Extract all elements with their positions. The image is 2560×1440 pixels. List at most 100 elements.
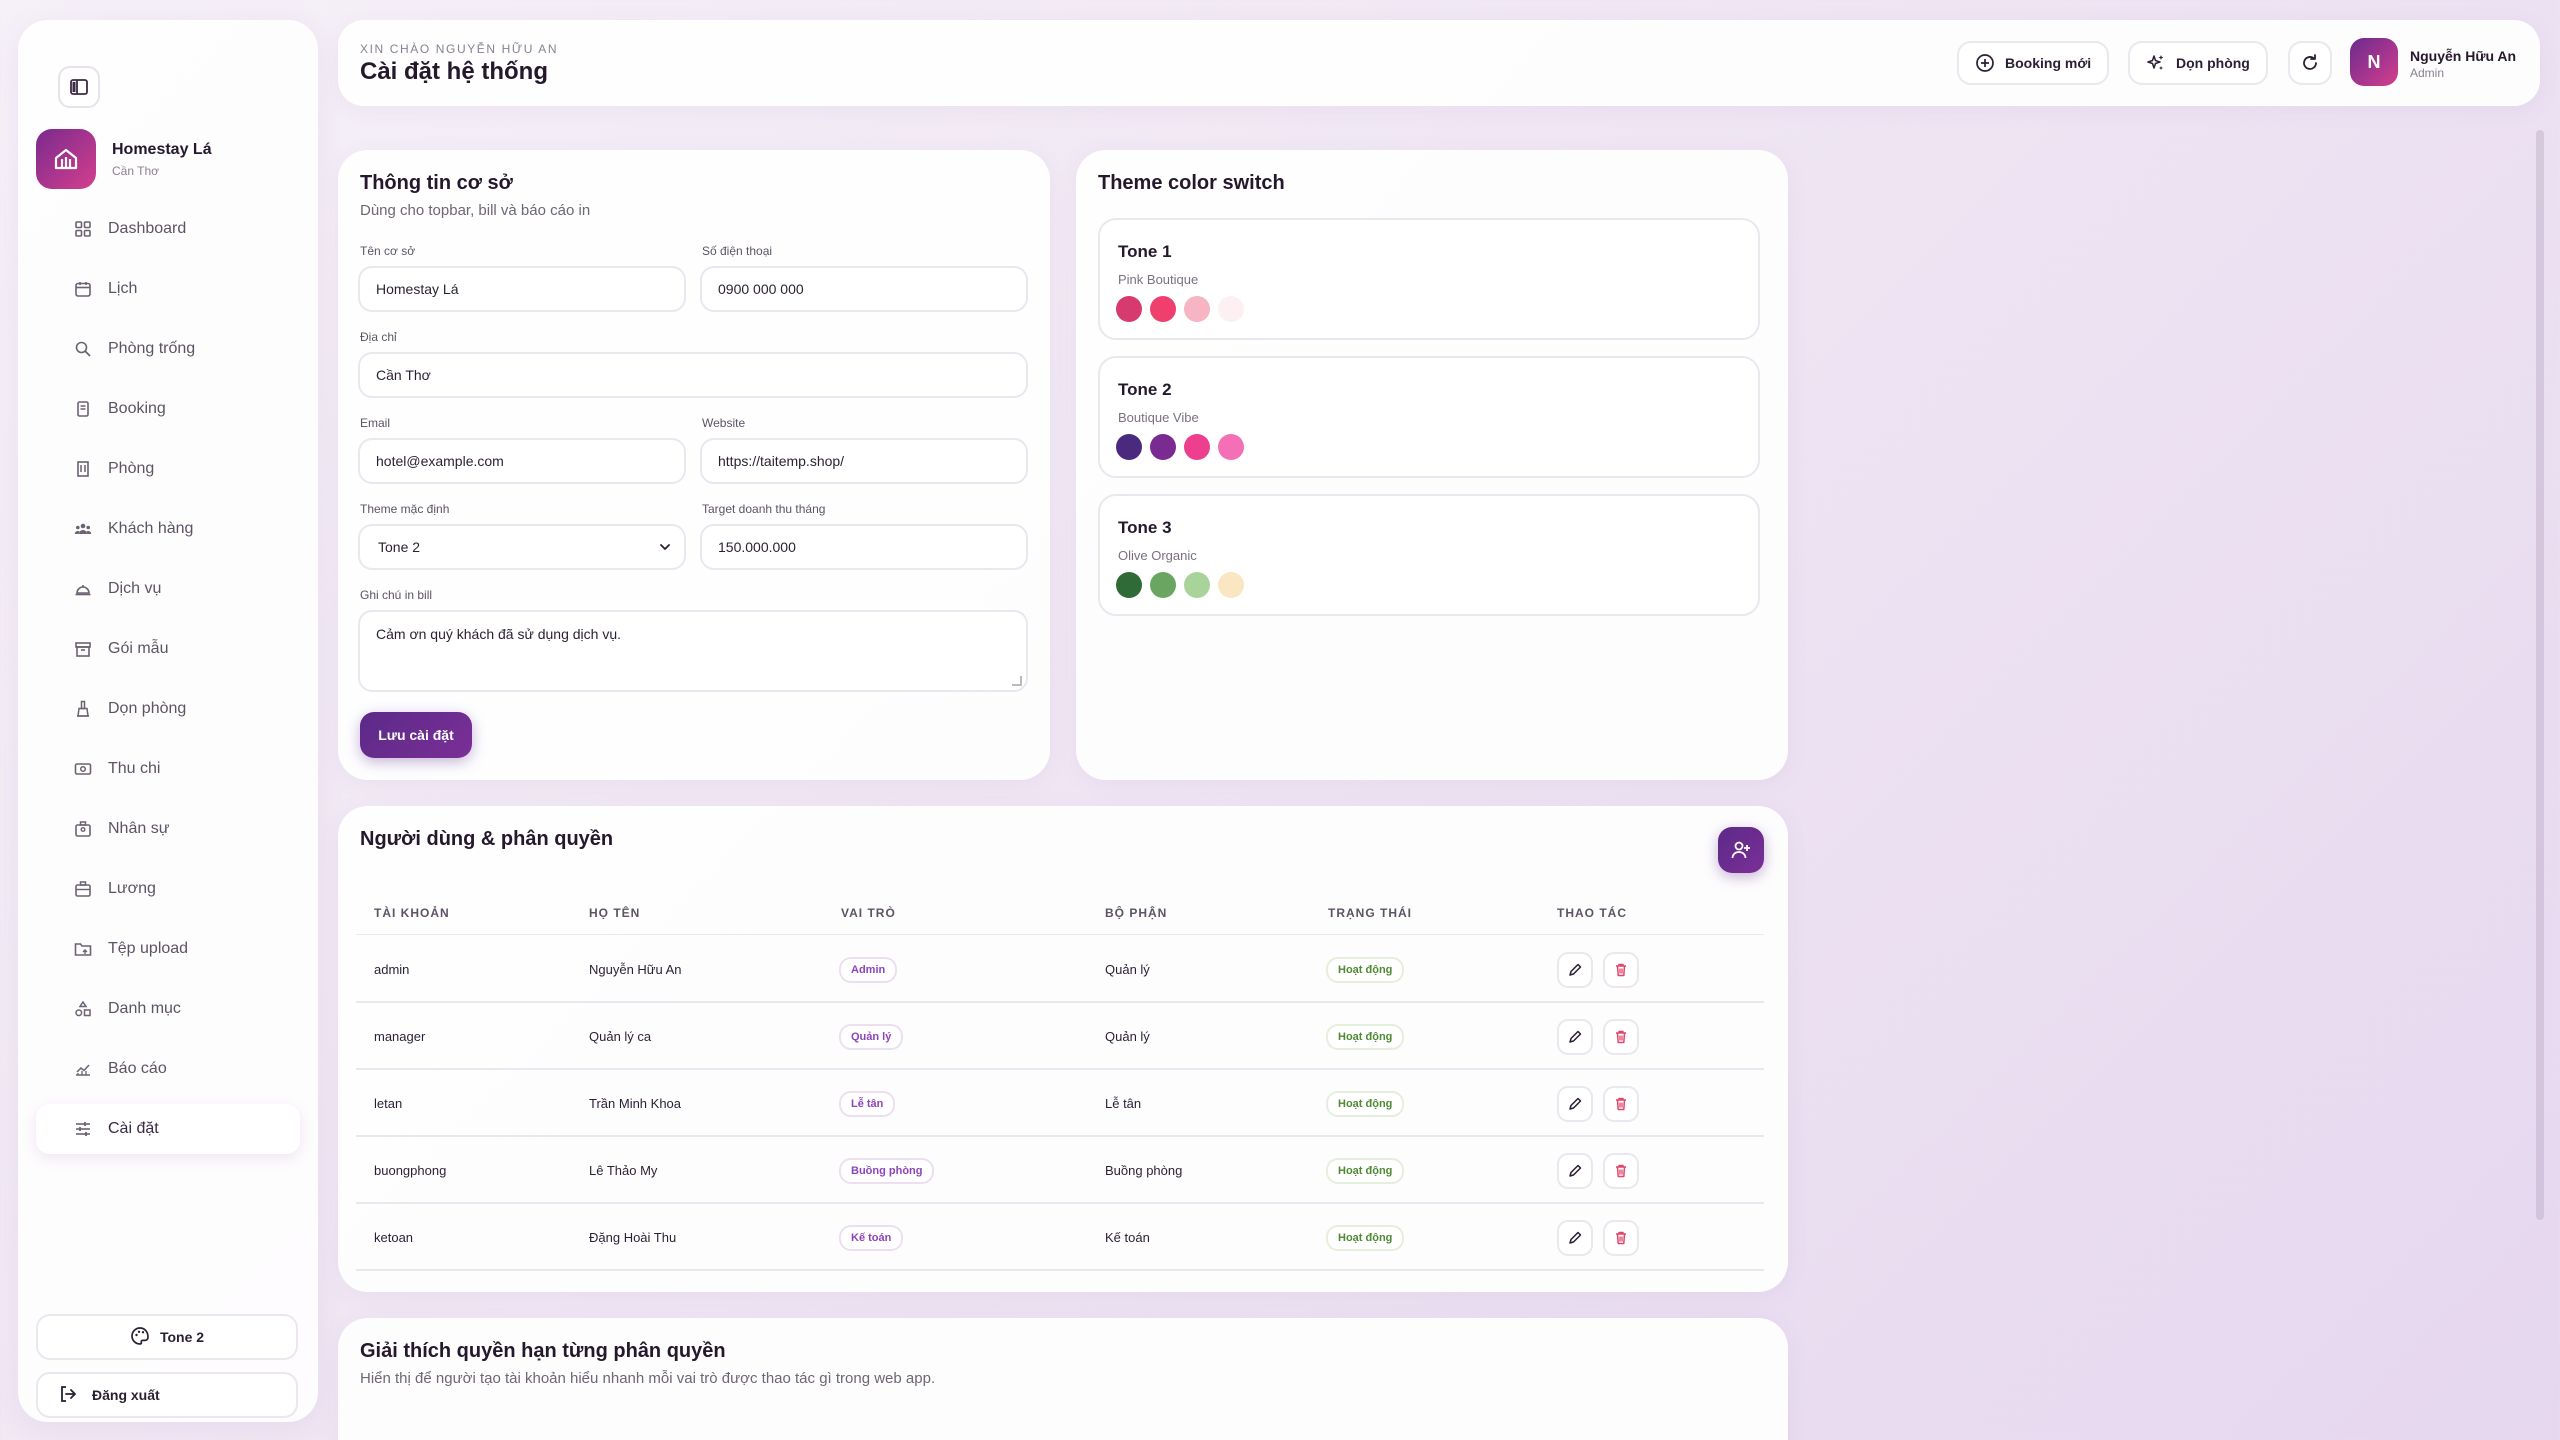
sidebar-item-2[interactable]: Phòng trống xyxy=(36,324,300,374)
th-actions: THAO TÁC xyxy=(1557,906,1627,920)
pencil-icon xyxy=(1569,1030,1582,1043)
tone-description: Olive Organic xyxy=(1118,548,1197,563)
delete-user-button[interactable] xyxy=(1603,1085,1639,1122)
trash-icon xyxy=(1616,1097,1626,1110)
resize-handle-icon[interactable] xyxy=(1012,676,1022,686)
tone-option-3[interactable]: Tone 3 Olive Organic xyxy=(1098,494,1760,616)
delete-user-button[interactable] xyxy=(1603,1018,1639,1055)
edit-user-button[interactable] xyxy=(1557,1018,1593,1055)
sidebar-item-12[interactable]: Tệp upload xyxy=(36,924,300,974)
sidebar-item-10[interactable]: Nhân sự xyxy=(36,804,300,854)
brand-location: Cần Thơ xyxy=(112,163,160,178)
tone-description: Pink Boutique xyxy=(1118,272,1199,287)
sidebar-item-label: Thu chi xyxy=(108,760,161,777)
delete-user-button[interactable] xyxy=(1603,951,1639,988)
sidebar-item-11[interactable]: Lương xyxy=(36,864,300,914)
email-input[interactable]: hotel@example.com xyxy=(358,438,686,484)
account-cell: buongphong xyxy=(374,1163,447,1178)
website-label: Website xyxy=(702,416,746,430)
sidebar-item-14[interactable]: Báo cáo xyxy=(36,1044,300,1094)
sidebar-item-13[interactable]: Danh mục xyxy=(36,984,300,1034)
refresh-button[interactable] xyxy=(2288,41,2332,85)
save-settings-button[interactable]: Lưu cài đặt xyxy=(360,712,472,758)
theme-select[interactable]: Tone 2 xyxy=(358,524,686,570)
building-icon xyxy=(72,458,94,480)
actions-cell xyxy=(1557,1003,1649,1070)
sparkles-icon xyxy=(2146,53,2166,73)
target-revenue-input[interactable]: 150.000.000 xyxy=(700,524,1028,570)
tone-switch-button[interactable]: Tone 2 xyxy=(36,1314,298,1360)
status-badge: Hoạt động xyxy=(1326,956,1405,983)
greeting-text: XIN CHÀO NGUYỄN HỮU AN xyxy=(360,42,559,56)
logout-button[interactable]: Đăng xuất xyxy=(36,1372,298,1418)
color-swatch xyxy=(1184,296,1210,322)
delete-user-button[interactable] xyxy=(1603,1219,1639,1256)
website-input[interactable]: https://taitemp.shop/ xyxy=(700,438,1028,484)
permissions-explain-card: Giải thích quyền hạn từng phân quyền Hiể… xyxy=(338,1318,1788,1440)
role-cell: Buồng phòng xyxy=(839,1137,935,1204)
department-cell: Kế toán xyxy=(1105,1230,1150,1245)
permissions-subtitle: Hiển thị để người tạo tài khoản hiểu nha… xyxy=(360,1370,936,1387)
role-badge: Buồng phòng xyxy=(839,1157,935,1184)
page-title: Cài đặt hệ thống xyxy=(360,58,548,85)
table-row: admin Nguyễn Hữu An Admin Quản lý Hoạt động xyxy=(356,936,1764,1003)
page-scrollbar[interactable] xyxy=(2536,130,2544,1220)
add-user-button[interactable] xyxy=(1718,827,1764,873)
th-role: VAI TRÒ xyxy=(841,906,896,920)
tone-option-1[interactable]: Tone 1 Pink Boutique xyxy=(1098,218,1760,340)
role-badge: Kế toán xyxy=(839,1224,904,1251)
status-cell: Hoạt động xyxy=(1326,1070,1405,1137)
tone-name: Tone 3 xyxy=(1118,518,1172,537)
pencil-icon xyxy=(1569,1164,1582,1177)
status-badge: Hoạt động xyxy=(1326,1157,1405,1184)
user-name: Nguyễn Hữu An xyxy=(2410,48,2517,64)
sidebar-nav: Dashboard Lịch Phòng trống Booking Phòng Khác… xyxy=(36,204,300,1164)
homestay-logo-icon xyxy=(36,129,96,189)
tone-name: Tone 1 xyxy=(1118,242,1172,261)
sidebar-item-7[interactable]: Gói mẫu xyxy=(36,624,300,674)
edit-user-button[interactable] xyxy=(1557,951,1593,988)
sidebar-toggle-button[interactable] xyxy=(58,66,100,108)
sidebar-item-label: Gói mẫu xyxy=(108,640,169,657)
cleaning-button[interactable]: Dọn phòng xyxy=(2128,41,2268,85)
cleaning-label: Dọn phòng xyxy=(2176,55,2250,71)
sidebar-item-9[interactable]: Thu chi xyxy=(36,744,300,794)
status-cell: Hoạt động xyxy=(1326,936,1405,1003)
sidebar-item-label: Lương xyxy=(108,880,156,897)
brand-name: Homestay Lá xyxy=(112,140,212,158)
edit-user-button[interactable] xyxy=(1557,1152,1593,1189)
sidebar-item-3[interactable]: Booking xyxy=(36,384,300,434)
sidebar-item-15[interactable]: Cài đặt xyxy=(36,1104,300,1154)
plus-circle-icon xyxy=(1975,53,1995,73)
color-swatch xyxy=(1150,296,1176,322)
user-avatar[interactable]: N xyxy=(2350,38,2398,86)
table-header-divider xyxy=(356,934,1764,935)
bill-note-textarea[interactable]: Cảm ơn quý khách đã sử dụng dịch vụ. xyxy=(358,610,1028,692)
permissions-title: Giải thích quyền hạn từng phân quyền xyxy=(360,1340,726,1362)
table-row: buongphong Lê Thảo My Buồng phòng Buồng phò… xyxy=(356,1137,1764,1204)
sidebar-item-4[interactable]: Phòng xyxy=(36,444,300,494)
sidebar-item-5[interactable]: Khách hàng xyxy=(36,504,300,554)
delete-user-button[interactable] xyxy=(1603,1152,1639,1189)
edit-user-button[interactable] xyxy=(1557,1219,1593,1256)
facility-name-input[interactable]: Homestay Lá xyxy=(358,266,686,312)
th-account: TÀI KHOẢN xyxy=(374,906,450,920)
status-badge: Hoạt động xyxy=(1326,1090,1405,1117)
fullname-cell: Nguyễn Hữu An xyxy=(589,962,682,977)
sidebar-item-8[interactable]: Dọn phòng xyxy=(36,684,300,734)
sidebar-item-0[interactable]: Dashboard xyxy=(36,204,300,254)
tone-swatches xyxy=(1116,296,1252,322)
sidebar-item-6[interactable]: Dịch vụ xyxy=(36,564,300,614)
edit-user-button[interactable] xyxy=(1557,1085,1593,1122)
tone-description: Boutique Vibe xyxy=(1118,410,1199,425)
money-icon xyxy=(72,758,94,780)
address-input[interactable]: Cần Thơ xyxy=(358,352,1028,398)
color-swatch xyxy=(1116,296,1142,322)
department-cell: Buồng phòng xyxy=(1105,1163,1183,1178)
account-cell: letan xyxy=(374,1096,403,1111)
tone-option-2[interactable]: Tone 2 Boutique Vibe xyxy=(1098,356,1760,478)
phone-input[interactable]: 0900 000 000 xyxy=(700,266,1028,312)
logout-label: Đăng xuất xyxy=(92,1387,160,1403)
new-booking-button[interactable]: Booking mới xyxy=(1957,41,2110,85)
sidebar-item-1[interactable]: Lịch xyxy=(36,264,300,314)
